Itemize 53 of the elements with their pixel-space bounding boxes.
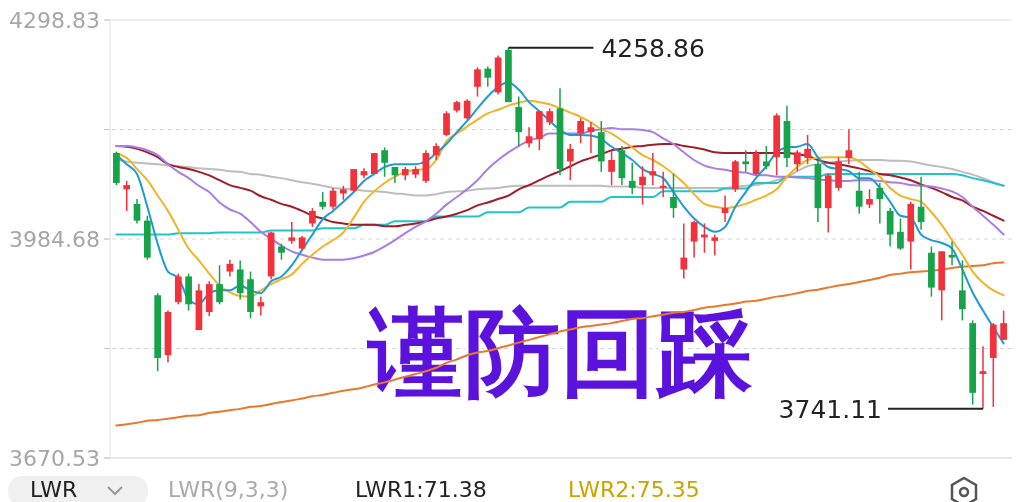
candlestick bbox=[216, 264, 223, 306]
candlestick bbox=[566, 143, 574, 181]
text: LWR(9,3,3) bbox=[168, 477, 289, 502]
candlestick bbox=[123, 180, 131, 212]
candlestick bbox=[762, 145, 770, 170]
candlestick bbox=[979, 345, 987, 410]
candlestick bbox=[886, 207, 894, 248]
y-tick-label: 4298.83 bbox=[9, 7, 100, 33]
candlestick bbox=[608, 149, 615, 186]
candlestick bbox=[628, 162, 636, 195]
text: LWR2:75.35 bbox=[568, 477, 700, 502]
y-tick-label: 3670.53 bbox=[9, 445, 100, 471]
candlestick bbox=[866, 188, 873, 209]
candlestick bbox=[1000, 309, 1007, 341]
candlestick bbox=[721, 194, 729, 223]
candlestick bbox=[236, 259, 244, 301]
candlestick bbox=[649, 152, 657, 186]
candlestick bbox=[309, 207, 316, 228]
candlestick bbox=[350, 168, 358, 193]
candlestick bbox=[876, 182, 884, 225]
candlestick bbox=[370, 152, 378, 175]
candlestick bbox=[752, 149, 760, 177]
candlestick bbox=[639, 165, 646, 206]
candlestick bbox=[959, 259, 966, 322]
candlestick bbox=[659, 171, 667, 198]
candlestick bbox=[793, 149, 801, 172]
candlestick bbox=[690, 219, 698, 259]
candlestick bbox=[474, 66, 481, 98]
text: LWR bbox=[30, 477, 78, 502]
candlestick bbox=[587, 121, 595, 154]
line-series bbox=[115, 261, 1005, 427]
candlestick bbox=[948, 240, 956, 267]
candlestick bbox=[577, 117, 584, 145]
candlestick bbox=[742, 149, 750, 173]
candlestick bbox=[381, 146, 388, 178]
candlestick bbox=[670, 173, 677, 219]
line-series bbox=[115, 172, 1005, 236]
text: LWR1:71.38 bbox=[355, 477, 487, 502]
candlestick bbox=[680, 222, 688, 280]
candlestick bbox=[711, 233, 719, 257]
annotation: 4258.86 bbox=[601, 33, 705, 63]
candlestick bbox=[484, 65, 492, 88]
y-tick-label: 3984.68 bbox=[9, 226, 100, 252]
candlestick bbox=[288, 221, 296, 245]
candlestick bbox=[133, 198, 141, 225]
candlestick bbox=[897, 217, 904, 251]
candlestick bbox=[443, 110, 450, 138]
candlestick bbox=[855, 171, 863, 215]
candlestick bbox=[804, 134, 811, 165]
candlestick bbox=[463, 98, 471, 121]
candlestick bbox=[257, 295, 265, 317]
candlestick bbox=[845, 128, 853, 165]
annotation: 3741.11 bbox=[778, 394, 882, 424]
